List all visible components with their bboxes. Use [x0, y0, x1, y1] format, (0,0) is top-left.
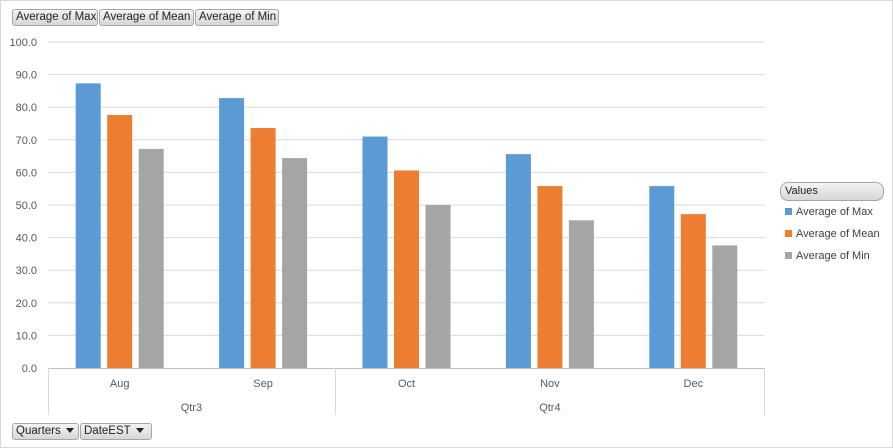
legend-item-mean: Average of Mean — [785, 227, 880, 241]
y-tick-label: 90.0 — [16, 70, 37, 82]
bar — [712, 245, 738, 368]
x-category-label: Nov — [540, 378, 560, 390]
legend-swatch-min — [785, 252, 792, 259]
legend-label-max: Average of Max — [796, 206, 873, 218]
bar — [219, 98, 245, 369]
legend-title-label: Values — [785, 185, 818, 197]
legend-swatch-mean — [785, 230, 792, 237]
legend-item-min: Average of Min — [785, 249, 870, 263]
dropdown-arrow-icon — [135, 428, 144, 434]
value-field-button-max-label: Average of Max — [16, 11, 97, 23]
axis-field-button-quarters[interactable]: Quarters — [12, 423, 79, 440]
bar — [250, 128, 276, 368]
bar — [505, 154, 531, 368]
bar — [282, 158, 308, 368]
y-tick-label: 80.0 — [16, 102, 37, 114]
y-tick-label: 30.0 — [16, 265, 37, 277]
legend-label-min: Average of Min — [796, 250, 870, 262]
value-field-button-mean[interactable]: Average of Mean — [99, 9, 194, 26]
axis-field-button-dateest[interactable]: DateEST — [80, 423, 152, 440]
value-field-button-min[interactable]: Average of Min — [195, 9, 279, 26]
bar — [394, 170, 419, 368]
bar — [362, 136, 388, 368]
legend-title[interactable]: Values — [780, 182, 884, 201]
bar — [649, 186, 675, 368]
bar — [680, 214, 706, 368]
bar — [568, 220, 594, 368]
legend-item-max: Average of Max — [785, 205, 873, 219]
y-tick-label: 20.0 — [16, 298, 37, 310]
axis-field-button-dateest-label: DateEST — [84, 425, 131, 437]
value-field-button-min-label: Average of Min — [199, 11, 277, 23]
y-tick-label: 70.0 — [16, 135, 37, 147]
dropdown-arrow-icon — [65, 428, 74, 434]
y-tick-label: 0.0 — [22, 363, 37, 375]
legend-label-mean: Average of Mean — [796, 228, 880, 240]
bar — [75, 83, 101, 368]
x-group-label: Qtr3 — [181, 402, 202, 414]
value-field-button-mean-label: Average of Mean — [103, 11, 191, 23]
x-category-label: Aug — [110, 378, 130, 390]
y-tick-label: 100.0 — [9, 37, 37, 49]
x-category-label: Oct — [398, 378, 415, 390]
legend-swatch-max — [785, 208, 792, 215]
bar — [107, 115, 133, 368]
y-tick-label: 50.0 — [16, 200, 37, 212]
bar — [425, 205, 451, 368]
y-tick-label: 10.0 — [16, 330, 37, 342]
y-tick-label: 60.0 — [16, 167, 37, 179]
x-group-label: Qtr4 — [539, 402, 560, 414]
value-field-button-max[interactable]: Average of Max — [12, 9, 98, 26]
bar — [138, 148, 164, 368]
x-category-label: Sep — [253, 378, 273, 390]
y-tick-label: 40.0 — [16, 233, 37, 245]
axis-field-button-quarters-label: Quarters — [16, 425, 61, 437]
bar — [537, 186, 563, 368]
x-category-label: Dec — [684, 378, 704, 390]
